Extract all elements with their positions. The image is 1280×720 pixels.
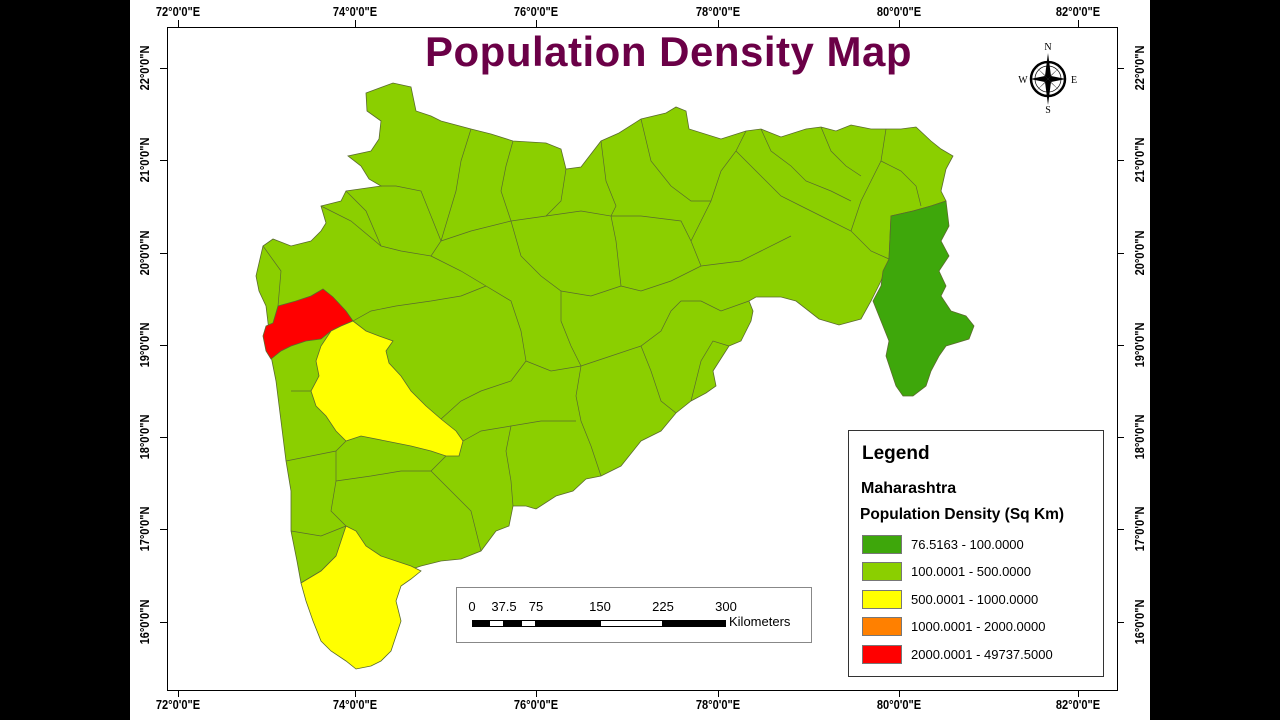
legend-box: Legend Maharashtra Population Density (S… (848, 430, 1104, 677)
latitude-tick (1117, 253, 1124, 254)
latitude-label: 16°0'0"N (1131, 599, 1147, 645)
district-region-light-green (255, 82, 954, 584)
legend-title: Legend (862, 443, 930, 464)
longitude-label: 78°0'0"E (695, 4, 741, 19)
latitude-label: 17°0'0"N (136, 506, 152, 552)
scale-bar-label: 37.5 (491, 599, 517, 614)
district-yellow-pune (310, 320, 464, 457)
scale-bar-label: 225 (652, 599, 674, 614)
legend-range-label: 1000.0001 - 2000.0000 (911, 619, 1046, 634)
longitude-label: 82°0'0"E (1055, 697, 1101, 712)
scale-bar: 0 37.5 75 150 225 300 Kilometers (456, 587, 812, 643)
latitude-tick (1117, 68, 1124, 69)
legend-swatch (862, 644, 902, 664)
longitude-tick (178, 20, 179, 27)
scale-bar-label: 300 (715, 599, 737, 614)
latitude-label: 18°0'0"N (136, 414, 152, 460)
map-frame (167, 27, 1118, 691)
longitude-label: 74°0'0"E (332, 4, 378, 19)
legend-swatch (862, 617, 902, 636)
latitude-tick (1117, 529, 1124, 530)
latitude-tick (1117, 345, 1124, 346)
scale-bar-label: 75 (528, 599, 544, 614)
latitude-label: 20°0'0"N (136, 230, 152, 276)
legend-item: 2000.0001 - 49737.5000 (862, 644, 1053, 664)
latitude-label: 22°0'0"N (1131, 45, 1147, 91)
latitude-tick (1117, 622, 1124, 623)
legend-range-label: 500.0001 - 1000.0000 (911, 591, 1039, 607)
longitude-label: 80°0'0"E (876, 4, 922, 19)
map-layout-page: Population Density Map N S W E 0 37.5 75 15… (130, 0, 1150, 720)
longitude-label: 76°0'0"E (513, 4, 559, 19)
legend-range-label: 2000.0001 - 49737.5000 (911, 646, 1053, 662)
latitude-label: 21°0'0"N (136, 137, 152, 183)
district-dark-green (872, 200, 975, 397)
latitude-label: 18°0'0"N (1131, 414, 1147, 460)
latitude-tick (160, 345, 167, 346)
legend-layer-name: Maharashtra (861, 480, 957, 497)
east-label: E (1071, 75, 1077, 86)
longitude-tick (899, 690, 900, 697)
north-arrow-compass-icon: N S W E (1018, 42, 1077, 115)
legend-swatch (862, 589, 902, 609)
longitude-label: 76°0'0"E (513, 697, 559, 712)
longitude-tick (718, 20, 719, 27)
latitude-label: 16°0'0"N (136, 599, 152, 645)
longitude-label: 82°0'0"E (1055, 4, 1101, 19)
legend-range-label: 76.5163 - 100.0000 (911, 536, 1024, 552)
west-label: W (1018, 75, 1028, 86)
latitude-tick (160, 622, 167, 623)
longitude-label: 80°0'0"E (876, 697, 922, 712)
north-label: N (1044, 42, 1051, 53)
latitude-label: 17°0'0"N (1131, 506, 1147, 552)
scale-bar-unit: Kilometers (729, 614, 791, 629)
legend-field-name: Population Density (Sq Km) (860, 506, 1065, 523)
longitude-label: 74°0'0"E (332, 697, 378, 712)
maharashtra-map (255, 82, 975, 670)
latitude-tick (160, 437, 167, 438)
longitude-label: 72°0'0"E (155, 4, 201, 19)
latitude-label: 20°0'0"N (1131, 230, 1147, 276)
district-boundaries (262, 118, 922, 552)
longitude-label: 72°0'0"E (155, 697, 201, 712)
latitude-label: 19°0'0"N (136, 322, 152, 368)
legend-swatch (862, 562, 902, 581)
legend-range-label: 100.0001 - 500.0000 (911, 564, 1031, 579)
longitude-label: 78°0'0"E (695, 697, 741, 712)
legend-item: 100.0001 - 500.0000 (862, 562, 1031, 582)
longitude-tick (1078, 20, 1079, 27)
latitude-label: 19°0'0"N (1131, 322, 1147, 368)
scale-bar-label: 0 (468, 599, 476, 614)
longitude-tick (899, 20, 900, 27)
legend-swatch (862, 534, 902, 554)
longitude-tick (355, 690, 356, 697)
latitude-tick (160, 160, 167, 161)
latitude-tick (1117, 160, 1124, 161)
longitude-tick (536, 690, 537, 697)
scale-bar-label: 150 (589, 599, 611, 614)
map-title: Population Density Map (425, 28, 913, 75)
latitude-tick (1117, 437, 1124, 438)
longitude-tick (1078, 690, 1079, 697)
latitude-tick (160, 68, 167, 69)
longitude-tick (355, 20, 356, 27)
latitude-tick (160, 253, 167, 254)
latitude-label: 21°0'0"N (1131, 137, 1147, 183)
longitude-tick (718, 690, 719, 697)
south-label: S (1045, 105, 1051, 115)
latitude-tick (160, 529, 167, 530)
legend-item: 76.5163 - 100.0000 (862, 534, 1024, 554)
district-yellow-south (300, 525, 422, 670)
legend-item: 500.0001 - 1000.0000 (862, 589, 1038, 609)
longitude-tick (536, 20, 537, 27)
legend-item: 1000.0001 - 2000.0000 (862, 617, 1045, 637)
longitude-tick (178, 690, 179, 697)
latitude-label: 22°0'0"N (136, 45, 152, 91)
district-red (262, 288, 354, 360)
scale-bar-graphic (472, 620, 726, 627)
